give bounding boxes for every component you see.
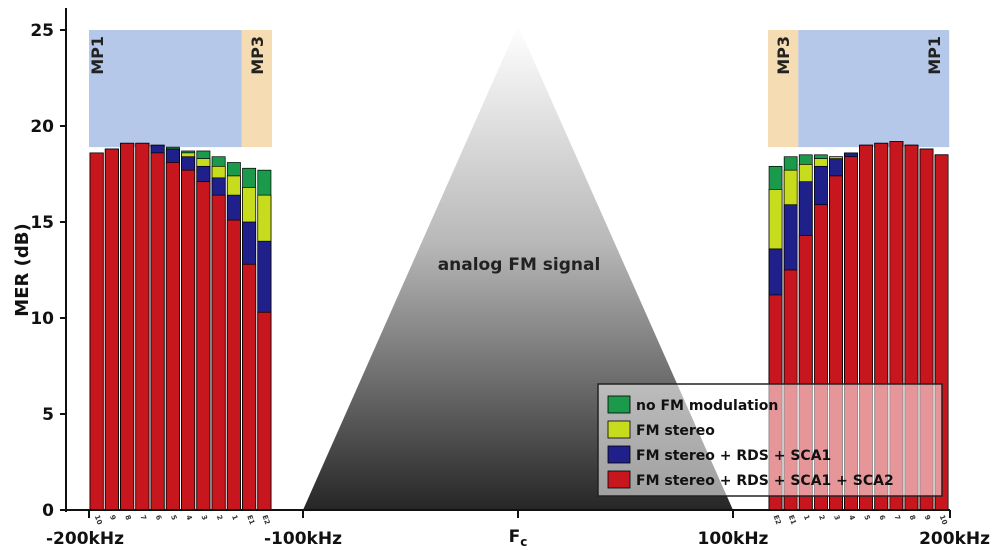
lower_sideband-bar-fm_stereo_rds_sca1_sca2-6 — [181, 169, 196, 511]
lower_sideband-bar-fm_stereo_rds_sca1_sca2-1 — [104, 148, 119, 511]
lower_sideband-bin-label-3: 7 — [138, 514, 147, 521]
legend-swatch-1 — [607, 420, 631, 439]
lower_sideband-bar-fm_stereo_rds_sca1_sca2-8 — [211, 194, 226, 511]
upper_sideband-bin-label-0: E2 — [772, 514, 783, 526]
upper_sideband-bin-label-3: 2 — [817, 514, 826, 521]
lower_sideband-bin-label-11: E2 — [260, 514, 271, 526]
lower_sideband-bar-fm_stereo_rds_sca1_sca2-4 — [150, 152, 165, 511]
upper_sideband-bin-label-5: 4 — [847, 514, 856, 521]
lower_sideband-bar-fm_stereo_rds_sca1_sca2-11 — [257, 311, 272, 511]
x-tick-label-4: 200kHz — [919, 529, 990, 549]
upper_sideband-bin-label-2: 1 — [802, 514, 811, 521]
x-tick-label-3: 100kHz — [698, 529, 769, 549]
upper_sideband-mp3-label: MP3 — [774, 36, 793, 75]
legend-label-3: FM stereo + RDS + SCA1 + SCA2 — [636, 473, 894, 489]
y-tick-label-10: 10 — [30, 309, 54, 329]
legend-swatch-0 — [607, 395, 631, 414]
lower_sideband-mp3-zone — [241, 30, 272, 148]
upper_sideband-bin-label-4: 3 — [832, 514, 841, 521]
lower_sideband-bar-fm_stereo_rds_sca1_sca2-2 — [120, 142, 135, 511]
analog-fm-label: analog FM signal — [438, 255, 601, 275]
legend-box — [597, 383, 943, 497]
y-tick-label-0: 0 — [42, 501, 54, 521]
lower_sideband-bin-label-7: 3 — [199, 514, 208, 521]
x-tick-label-1: -100kHz — [264, 529, 342, 549]
upper_sideband-bin-label-9: 8 — [908, 514, 917, 521]
lower_sideband-bin-label-2: 8 — [123, 514, 132, 521]
lower_sideband-bin-label-1: 9 — [108, 514, 117, 521]
lower_sideband-bin-label-6: 4 — [184, 514, 193, 521]
zone-backgrounds: MP1 MP3 MP1 MP3 — [88, 30, 950, 148]
lower_sideband-bin-label-8: 2 — [215, 514, 224, 521]
lower_sideband-bin-label-0: 10 — [93, 514, 104, 526]
y-tick-label-5: 5 — [42, 405, 54, 425]
y-tick-label-20: 20 — [30, 117, 54, 137]
lower_sideband-mp1-label: MP1 — [88, 36, 107, 75]
lower_sideband-bar-fm_stereo_rds_sca1_sca2-3 — [135, 142, 150, 511]
upper_sideband-bin-label-11: 10 — [938, 514, 949, 526]
legend-swatch-2 — [607, 445, 631, 464]
legend-label-2: FM stereo + RDS + SCA1 — [636, 448, 831, 464]
lower_sideband-bin-label-5: 5 — [169, 514, 178, 521]
upper_sideband-mp3-zone — [768, 30, 799, 148]
y-tick-label-15: 15 — [30, 213, 54, 233]
lower_sideband-mp3-label: MP3 — [248, 36, 267, 75]
upper_sideband-mp1-zone — [798, 30, 950, 148]
legend-swatch-3 — [607, 470, 631, 489]
y-tick-label-25: 25 — [30, 21, 54, 41]
legend-label-0: no FM modulation — [636, 398, 778, 414]
lower_sideband-mp1-zone — [89, 30, 242, 148]
y-axis-title: MER (dB) — [12, 223, 33, 316]
legend: no FM modulation FM stereo FM stereo + RDS… — [597, 383, 943, 497]
lower_sideband-bin-label-4: 6 — [154, 514, 163, 521]
upper_sideband-mp1-label: MP1 — [925, 36, 944, 75]
x-tick-label-0: -200kHz — [46, 529, 124, 549]
legend-label-1: FM stereo — [636, 423, 715, 439]
lower_sideband-bar-fm_stereo_rds_sca1_sca2-5 — [165, 162, 180, 511]
upper_sideband-bin-label-7: 6 — [877, 514, 886, 521]
lower_sideband-bar-fm_stereo_rds_sca1_sca2-7 — [196, 181, 211, 511]
x-tick-label-2: Fc — [509, 527, 528, 549]
upper_sideband-bin-label-10: 9 — [923, 514, 932, 521]
upper_sideband-bin-label-6: 5 — [862, 514, 871, 521]
bin-labels: 10 9 8 7 6 5 4 3 2 1 E1 E2 E2 E1 1 2 3 4 5 6 7 8 9 10 — [93, 514, 949, 526]
lower_sideband-bar-fm_stereo_rds_sca1_sca2-10 — [242, 263, 257, 511]
upper_sideband-bin-label-1: E1 — [787, 514, 798, 526]
lower_sideband-bin-label-9: 1 — [230, 514, 239, 521]
lower_sideband-bar-fm_stereo_rds_sca1_sca2-0 — [89, 152, 104, 511]
lower_sideband-bar-fm_stereo_rds_sca1_sca2-9 — [226, 219, 241, 511]
upper_sideband-bin-label-8: 7 — [892, 514, 901, 521]
lower_sideband-bin-label-10: E1 — [245, 514, 256, 526]
